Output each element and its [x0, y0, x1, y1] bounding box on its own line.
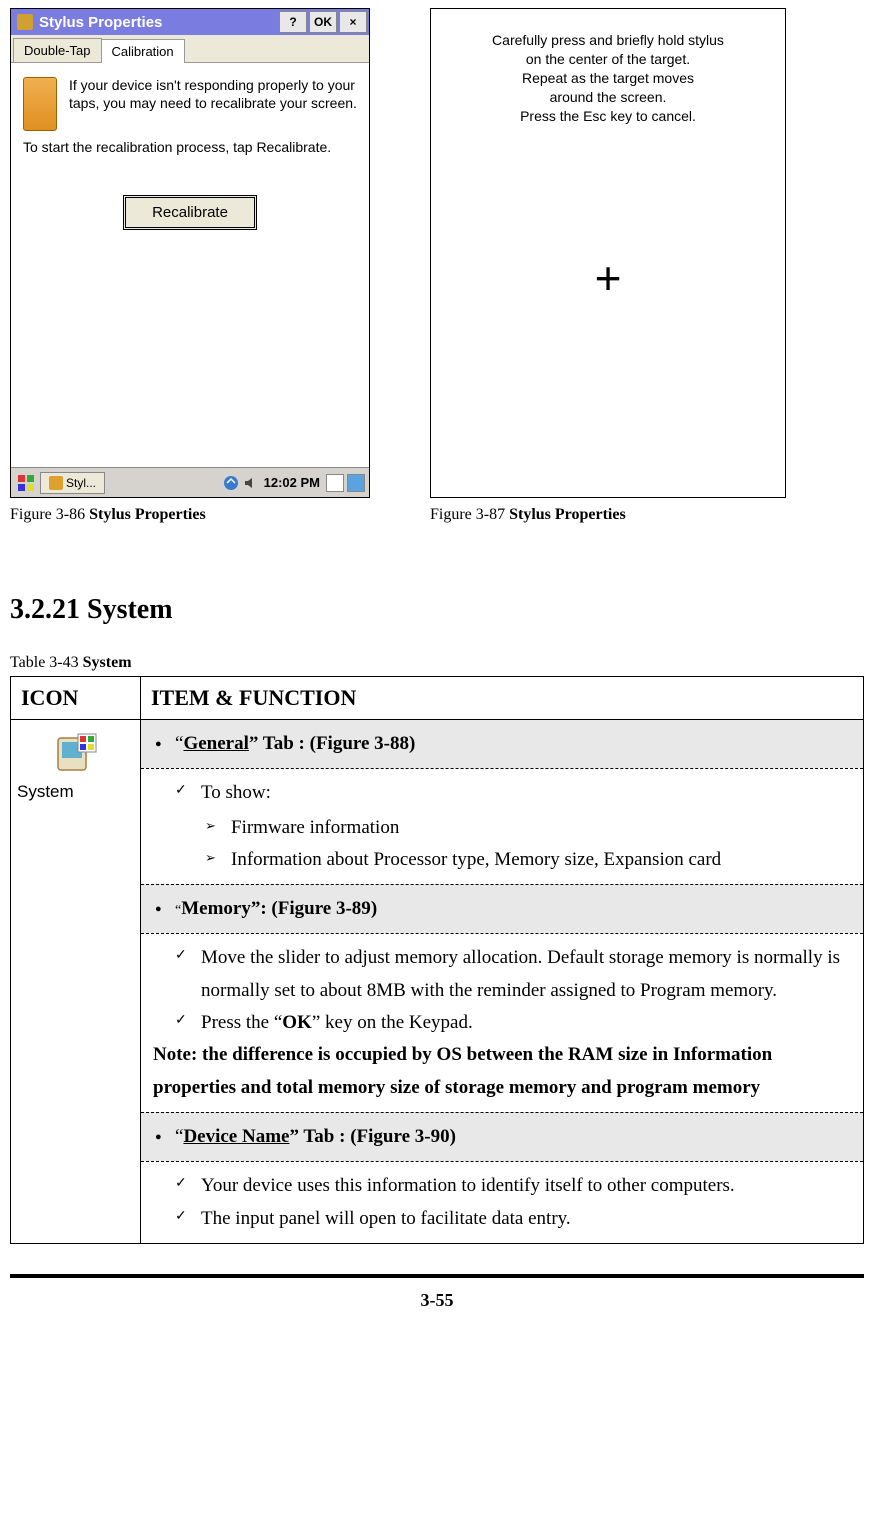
device-close: )	[450, 1126, 456, 1147]
memory-label: Memory”: (	[181, 898, 278, 919]
section-heading: 3.2.21 System	[10, 594, 864, 626]
calibration-target-icon[interactable]: +	[595, 255, 622, 301]
system-icon-label: System	[17, 782, 134, 802]
memory-figref: Figure 3-89	[278, 898, 371, 919]
arrow-info: Information about Processor type, Memory…	[231, 844, 851, 876]
start-icon[interactable]	[15, 473, 37, 493]
calib-line-4: around the screen.	[550, 88, 667, 107]
body-top: If your device isn't responding properly…	[23, 77, 357, 131]
window-title: Stylus Properties	[37, 14, 279, 31]
calibration-text-1: If your device isn't responding properly…	[69, 77, 357, 112]
table-caption-pre: Table 3-43	[10, 654, 83, 671]
window-body: If your device isn't responding properly…	[11, 63, 369, 467]
system-table: ICON ITEM & FUNCTION System “General” Ta…	[10, 676, 864, 1244]
taskbar-clock[interactable]: 12:02 PM	[264, 475, 320, 490]
calib-line-2: on the center of the target.	[526, 50, 690, 69]
tabs-row: Double-Tap Calibration	[11, 35, 369, 63]
icon-cell: System	[11, 720, 141, 1244]
system-tray: 12:02 PM	[223, 474, 365, 492]
check-to-show: To show:	[201, 777, 851, 809]
titlebar: Stylus Properties ? OK ×	[11, 9, 369, 35]
table-caption-bold: System	[83, 654, 132, 671]
caption-pre: Figure 3-86	[10, 506, 89, 523]
press-pre: Press the “	[201, 1012, 282, 1033]
row-device-name-tab: “Device Name” Tab : (Figure 3-90)	[141, 1112, 863, 1161]
close-button[interactable]: ×	[339, 11, 367, 33]
header-item: ITEM & FUNCTION	[141, 677, 864, 720]
device-rest: ” Tab : (	[289, 1126, 356, 1147]
tab-calibration[interactable]: Calibration	[101, 39, 185, 63]
general-label: General	[183, 733, 248, 754]
header-icon: ICON	[11, 677, 141, 720]
help-button[interactable]: ?	[279, 11, 307, 33]
tray-calendar-icon[interactable]	[326, 474, 344, 492]
figure-87-column: Carefully press and briefly hold stylus …	[430, 8, 786, 524]
caption-bold: Stylus Properties	[89, 506, 206, 523]
check-device-2: The input panel will open to facilitate …	[201, 1203, 851, 1235]
row-device-detail: Your device uses this information to ide…	[141, 1161, 863, 1243]
page-number: 3-55	[421, 1290, 454, 1310]
table-header-row: ICON ITEM & FUNCTION	[11, 677, 864, 720]
row-memory-detail: Move the slider to adjust memory allocat…	[141, 933, 863, 1111]
arrow-firmware: Firmware information	[231, 812, 851, 844]
function-cell: “General” Tab : (Figure 3-88) To show: F…	[141, 720, 864, 1244]
calib-line-1: Carefully press and briefly hold stylus	[492, 31, 724, 50]
row-general-tab: “General” Tab : (Figure 3-88)	[141, 720, 863, 768]
figure-86-caption: Figure 3-86 Stylus Properties	[10, 506, 370, 524]
memory-note: Note: the difference is occupied by OS b…	[153, 1039, 851, 1104]
taskbar-item-label: Styl...	[66, 476, 96, 490]
ok-button[interactable]: OK	[309, 11, 337, 33]
tray-desktop-icon[interactable]	[347, 474, 365, 492]
device-label: Device Name	[183, 1126, 289, 1147]
volume-icon[interactable]	[242, 475, 258, 491]
press-ok: OK	[282, 1012, 312, 1033]
row-general-detail: To show: Firmware information Informatio…	[141, 768, 863, 884]
table-body-row: System “General” Tab : (Figure 3-88) To …	[11, 720, 864, 1244]
calib-line-3: Repeat as the target moves	[522, 69, 694, 88]
taskbar-item-icon	[49, 476, 63, 490]
titlebar-buttons: ? OK ×	[279, 11, 367, 33]
pda-icon	[23, 77, 57, 131]
figures-row: Stylus Properties ? OK × Double-Tap Cali…	[10, 8, 864, 524]
press-post: ” key on the Keypad.	[312, 1012, 473, 1033]
stylus-properties-window: Stylus Properties ? OK × Double-Tap Cali…	[10, 8, 370, 498]
recalibrate-button[interactable]: Recalibrate	[123, 195, 257, 230]
check-move: Move the slider to adjust memory allocat…	[201, 942, 851, 1007]
general-close: )	[409, 733, 415, 754]
figure-86-column: Stylus Properties ? OK × Double-Tap Cali…	[10, 8, 370, 524]
caption-bold: Stylus Properties	[509, 506, 626, 523]
check-press: Press the “OK” key on the Keypad.	[201, 1007, 851, 1039]
recalibrate-wrap: Recalibrate	[23, 195, 357, 230]
caption-pre: Figure 3-87	[430, 506, 509, 523]
figure-87-caption: Figure 3-87 Stylus Properties	[430, 506, 786, 524]
calibration-screen: Carefully press and briefly hold stylus …	[430, 8, 786, 498]
page-footer: 3-55	[10, 1274, 864, 1311]
taskbar-item-stylus[interactable]: Styl...	[40, 472, 105, 494]
system-icon	[48, 730, 104, 778]
calib-line-5: Press the Esc key to cancel.	[520, 107, 696, 126]
row-memory-tab: “Memory”: (Figure 3-89)	[141, 884, 863, 933]
stylus-icon	[17, 14, 33, 30]
tab-double-tap[interactable]: Double-Tap	[13, 38, 102, 62]
check-device-1: Your device uses this information to ide…	[201, 1170, 851, 1202]
table-caption: Table 3-43 System	[10, 654, 864, 672]
calibration-text-2: To start the recalibration process, tap …	[23, 139, 357, 157]
device-figref: Figure 3-90	[357, 1126, 450, 1147]
taskbar: Styl... 12:02 PM	[11, 467, 369, 497]
memory-close: )	[371, 898, 377, 919]
network-icon[interactable]	[223, 475, 239, 491]
general-rest: ” Tab : (	[249, 733, 316, 754]
general-figref: Figure 3-88	[316, 733, 409, 754]
